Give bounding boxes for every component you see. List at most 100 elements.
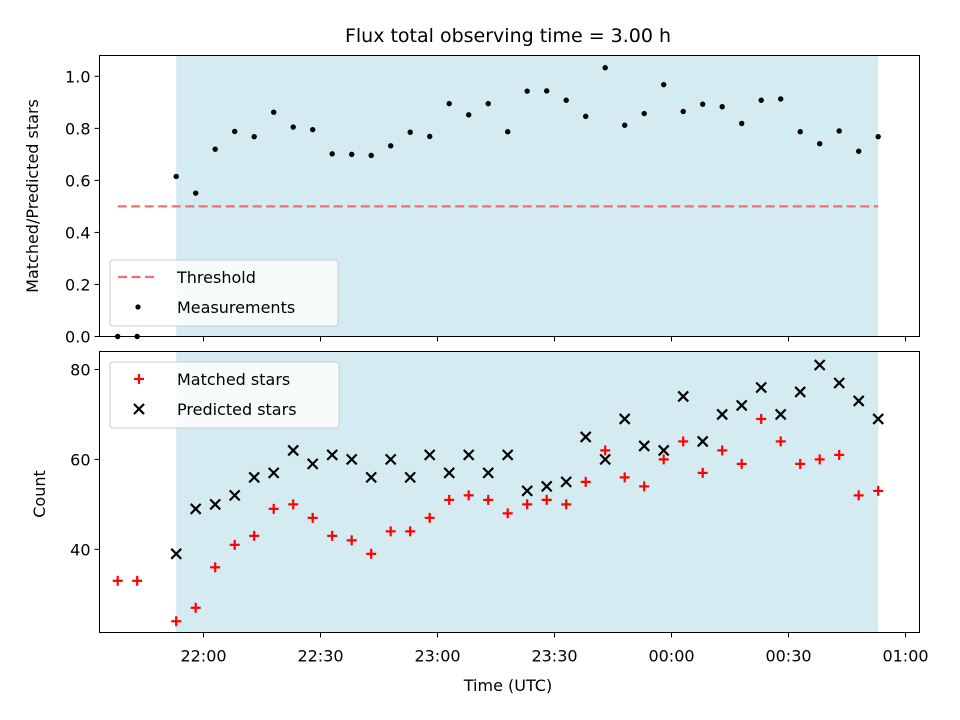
matched-star-point bbox=[678, 436, 689, 447]
predicted-star-point bbox=[306, 458, 319, 470]
legend-measurements-swatch bbox=[135, 304, 141, 310]
matched-star-point bbox=[132, 575, 143, 586]
measurement-point bbox=[622, 122, 628, 128]
bottom-legend-box bbox=[109, 361, 340, 429]
y-tick-label: 0.8 bbox=[65, 119, 90, 138]
measurement-point bbox=[524, 88, 530, 94]
matched-star-point bbox=[736, 458, 747, 469]
matched-star-point bbox=[873, 485, 884, 496]
x-b bbox=[813, 359, 826, 371]
measurement-point bbox=[778, 96, 784, 102]
x-tick-label: 00:00 bbox=[648, 647, 694, 666]
measurement-point bbox=[368, 152, 374, 159]
matched-star-point bbox=[834, 449, 845, 460]
predicted-star-point bbox=[267, 467, 280, 479]
matched-star-point bbox=[697, 467, 708, 478]
matched-star-point bbox=[249, 530, 260, 541]
top-legend: Threshold Measurements bbox=[109, 259, 339, 327]
measurement-point bbox=[700, 101, 706, 107]
x-b bbox=[345, 453, 358, 466]
x-b bbox=[755, 381, 767, 394]
x-b bbox=[189, 503, 202, 515]
measurement-point bbox=[680, 108, 686, 115]
x-tick-label: 23:30 bbox=[531, 647, 577, 666]
predicted-star-point bbox=[716, 408, 728, 421]
matched-star-point bbox=[814, 454, 825, 465]
y-tick-label: 1.0 bbox=[65, 67, 90, 86]
bottom-x-ticks: 22:00 22:30 23:00 23:30 00:00 00:30 01:00 bbox=[180, 632, 929, 666]
matched-star-point bbox=[288, 499, 299, 510]
measurement-point bbox=[193, 190, 199, 196]
matched-star-point bbox=[600, 445, 611, 456]
x-b bbox=[579, 431, 592, 443]
x-b bbox=[133, 403, 145, 415]
legend-predicted-swatch bbox=[133, 403, 145, 415]
x-b bbox=[287, 444, 299, 457]
measurement-point bbox=[251, 133, 257, 140]
y-tick-label: 0.2 bbox=[65, 275, 90, 294]
measurement-points bbox=[115, 65, 881, 340]
matched-star-point bbox=[112, 575, 123, 586]
matched-star-point bbox=[210, 562, 221, 573]
x-b bbox=[852, 395, 865, 407]
predicted-star-point bbox=[287, 444, 299, 457]
predicted-star-point bbox=[618, 413, 631, 425]
matched-star-point bbox=[658, 454, 669, 465]
matched-star-point bbox=[639, 481, 650, 492]
measurement-point bbox=[836, 128, 842, 134]
measurement-point bbox=[875, 133, 881, 140]
y-tick-label: 60 bbox=[70, 450, 90, 469]
bottom-axes-frame bbox=[99, 351, 920, 633]
predicted-star-point bbox=[482, 467, 494, 479]
predicted-star-point bbox=[560, 476, 572, 488]
matched-star-point bbox=[171, 616, 182, 627]
measurement-point bbox=[505, 129, 511, 135]
x-tick-label: 23:00 bbox=[414, 647, 460, 666]
predicted-star-point bbox=[774, 408, 787, 421]
matched-star-point bbox=[327, 530, 338, 541]
predicted-star-point bbox=[579, 431, 592, 443]
measurement-point bbox=[856, 148, 862, 154]
predicted-star-point bbox=[326, 449, 338, 461]
x-b bbox=[599, 453, 611, 466]
measurement-point bbox=[388, 143, 394, 149]
predicted-star-point bbox=[755, 381, 767, 394]
predicted-star-point bbox=[501, 449, 514, 461]
bottom-panel: 40 60 80 22:00 22:30 23:00 23:30 00:00 00:30 01:… bbox=[30, 351, 929, 695]
top-panel: 0.0 0.2 0.4 0.6 0.8 1.0 Matched/Predicted sta… bbox=[23, 55, 920, 347]
x-tick-label: 22:30 bbox=[297, 647, 343, 666]
measurement-point bbox=[407, 129, 413, 135]
measurement-point bbox=[583, 113, 589, 120]
x-b bbox=[696, 435, 709, 448]
x-b bbox=[833, 377, 845, 389]
matched-star-point bbox=[385, 526, 396, 537]
bottom-y-axis-label: Count bbox=[30, 470, 49, 518]
matched-star-point bbox=[229, 539, 240, 550]
measurement-point bbox=[212, 146, 218, 152]
x-b bbox=[716, 408, 728, 421]
x-tick-label: 22:00 bbox=[180, 647, 226, 666]
x-b bbox=[521, 485, 533, 497]
predicted-star-point bbox=[540, 480, 553, 493]
predicted-star-point bbox=[443, 467, 455, 479]
measurement-point bbox=[485, 100, 491, 107]
predicted-star-point bbox=[189, 503, 202, 515]
measurement-point bbox=[661, 81, 667, 88]
matched-star-point bbox=[405, 526, 416, 537]
x-b bbox=[443, 467, 455, 479]
legend-threshold-label: Threshold bbox=[176, 268, 256, 287]
x-b bbox=[228, 489, 241, 502]
predicted-star-point bbox=[384, 453, 397, 466]
matched-star-point bbox=[190, 602, 201, 613]
predicted-star-point bbox=[365, 471, 377, 484]
predicted-star-point bbox=[735, 399, 748, 412]
matched-star-point bbox=[502, 508, 513, 519]
matched-star-point bbox=[717, 445, 728, 456]
measurement-point bbox=[817, 141, 823, 147]
matched-star-point bbox=[307, 512, 318, 523]
y-tick-label: 0.4 bbox=[65, 223, 90, 242]
matched-star-point bbox=[853, 490, 864, 501]
x-b bbox=[638, 440, 650, 452]
matched-star-point bbox=[756, 413, 767, 424]
x-b bbox=[423, 449, 436, 461]
